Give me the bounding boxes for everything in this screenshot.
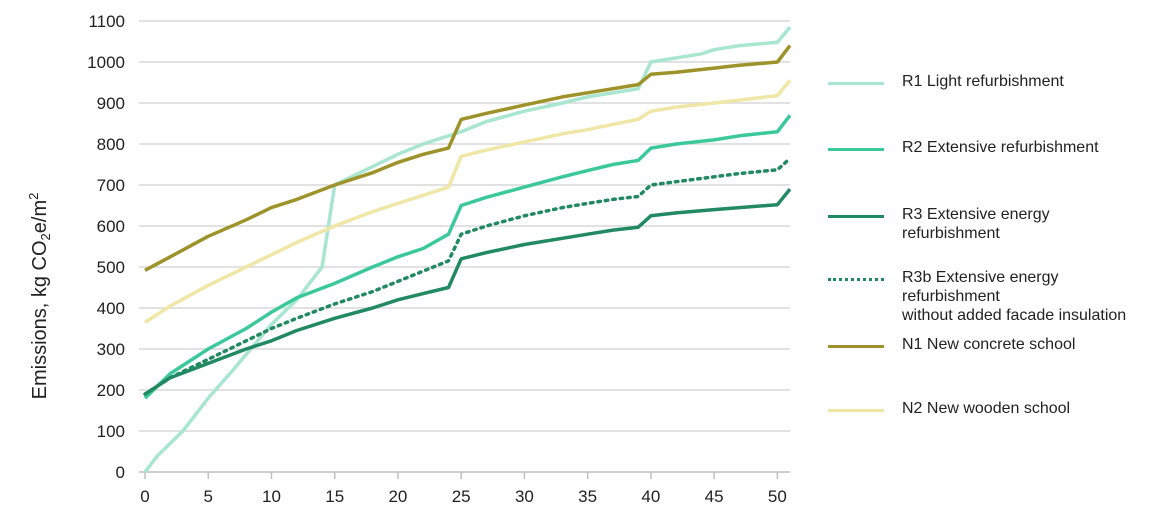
x-tick-label: 5 bbox=[204, 487, 213, 506]
x-tick-label: 20 bbox=[388, 487, 407, 506]
legend-label-line: R3 Extensive energy bbox=[902, 206, 1050, 223]
x-tick-label: 30 bbox=[515, 487, 534, 506]
legend-label-line: refurbishment bbox=[902, 288, 1000, 305]
legend-label-line: refurbishment bbox=[902, 225, 1000, 242]
legend-label: N2 New wooden school bbox=[902, 399, 1162, 418]
y-axis-title-superscript: 2 bbox=[26, 193, 41, 200]
y-axis-title: Emissions, kg CO2e/m2 bbox=[26, 193, 53, 400]
legend-swatch bbox=[828, 278, 884, 281]
y-tick-label: 400 bbox=[97, 299, 125, 318]
series-line-6 bbox=[144, 79, 792, 324]
legend-label: R3b Extensive energy refurbishment without… bbox=[902, 268, 1162, 325]
line-chart-plot: 0 100 200 300 400 500 600 700 800 900 1000 1100 0 5 10… bbox=[26, 12, 792, 506]
legend-swatch bbox=[828, 148, 884, 151]
axes: 0 100 200 300 400 500 600 700 800 900 1000 1100 0 5 10… bbox=[87, 12, 790, 506]
legend-swatch bbox=[828, 82, 884, 85]
series-lines bbox=[143, 26, 792, 474]
legend-label-line: R3b Extensive energy bbox=[902, 269, 1059, 286]
y-axis-title-mid: e/m bbox=[29, 200, 51, 233]
legend-swatch bbox=[828, 215, 884, 218]
legend-label: N1 New concrete school bbox=[902, 335, 1162, 354]
y-tick-label: 600 bbox=[97, 217, 125, 236]
y-axis-title-subscript: 2 bbox=[38, 233, 53, 240]
series-line-2 bbox=[143, 114, 792, 400]
y-tick-label: 500 bbox=[97, 258, 125, 277]
series-line-4 bbox=[143, 156, 792, 396]
x-tick-label: 25 bbox=[452, 487, 471, 506]
legend-label-line: N1 New concrete school bbox=[902, 336, 1076, 353]
series-line-3 bbox=[144, 188, 792, 396]
y-axis-title-prefix: Emissions, kg CO bbox=[29, 240, 51, 399]
x-tick-label: 40 bbox=[641, 487, 660, 506]
gridlines bbox=[139, 20, 790, 432]
y-tick-label: 900 bbox=[97, 94, 125, 113]
legend-label-line: without added facade insulation bbox=[902, 307, 1127, 324]
legend: R1 Light refurbishment R2 Extensive refur… bbox=[828, 0, 1158, 521]
x-tick-label: 0 bbox=[140, 487, 149, 506]
y-tick-label: 200 bbox=[97, 381, 125, 400]
y-tick-label: 800 bbox=[97, 135, 125, 154]
series-line-1 bbox=[143, 26, 792, 474]
y-tick-label: 100 bbox=[97, 422, 125, 441]
y-tick-label: 1100 bbox=[88, 12, 125, 31]
legend-label: R2 Extensive refurbishment bbox=[902, 138, 1162, 157]
legend-label: R1 Light refurbishment bbox=[902, 72, 1162, 91]
legend-label: R3 Extensive energy refurbishment bbox=[902, 205, 1162, 243]
x-tick-label: 15 bbox=[325, 487, 344, 506]
x-tick-label: 45 bbox=[705, 487, 724, 506]
y-tick-label: 0 bbox=[116, 463, 125, 482]
legend-label-line: N2 New wooden school bbox=[902, 400, 1071, 417]
y-tick-label: 1000 bbox=[87, 53, 125, 72]
legend-swatch bbox=[828, 345, 884, 348]
x-tick-label: 10 bbox=[262, 487, 281, 506]
y-tick-label: 300 bbox=[97, 340, 125, 359]
x-tick-label: 35 bbox=[578, 487, 597, 506]
x-tick-label: 50 bbox=[768, 487, 787, 506]
series-line-5 bbox=[144, 44, 792, 272]
legend-swatch bbox=[828, 409, 884, 412]
y-tick-label: 700 bbox=[97, 176, 125, 195]
legend-label-line: R2 Extensive refurbishment bbox=[902, 139, 1099, 156]
legend-label-line: R1 Light refurbishment bbox=[902, 73, 1064, 90]
